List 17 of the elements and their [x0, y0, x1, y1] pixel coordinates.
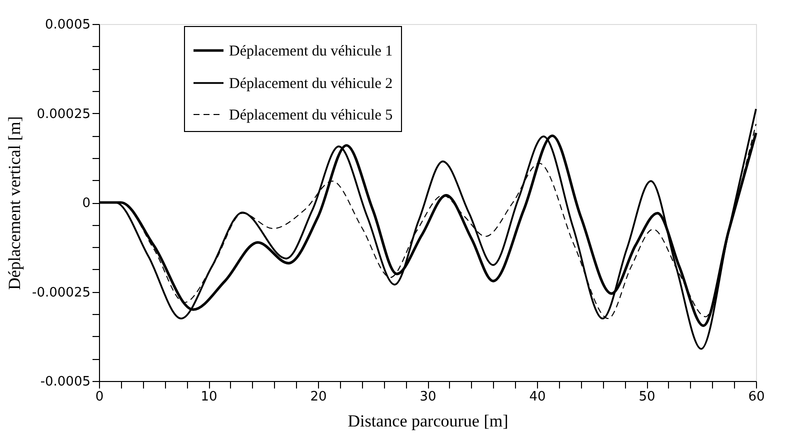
x-tick-label: 40 — [529, 390, 546, 404]
legend-label: Déplacement du véhicule 2 — [229, 76, 393, 92]
x-tick-label: 20 — [310, 390, 327, 404]
legend-label: Déplacement du véhicule 1 — [229, 44, 393, 60]
y-tick-label: -0.00025 — [32, 285, 90, 300]
x-tick-label: 30 — [420, 390, 436, 404]
y-tick-label: -0.0005 — [40, 374, 90, 390]
y-tick-label: 0.00025 — [36, 106, 90, 122]
y-axis-title: Déplacement vertical [m] — [5, 116, 24, 290]
x-tick-label: 50 — [638, 390, 656, 404]
y-tick-label: 0 — [82, 196, 90, 211]
x-axis-title: Distance parcourue [m] — [348, 412, 508, 430]
x-tick-label: 0 — [95, 390, 104, 404]
legend-label: Déplacement du véhicule 5 — [229, 108, 393, 124]
x-tick-label: 10 — [200, 390, 218, 404]
x-tick-label: 60 — [748, 390, 765, 404]
y-tick-label: 0.0005 — [45, 18, 90, 32]
